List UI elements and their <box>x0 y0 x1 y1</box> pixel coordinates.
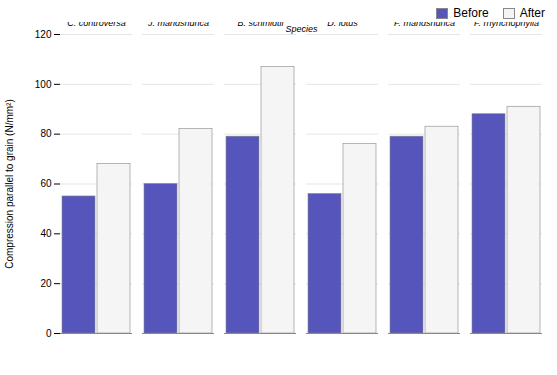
svg-text:J. mandshurica: J. mandshurica <box>147 22 209 28</box>
svg-text:Compression parallel to grain: Compression parallel to grain (N/mm²) <box>4 99 15 269</box>
svg-text:F. rhynchophylla: F. rhynchophylla <box>474 22 539 28</box>
svg-text:60: 60 <box>40 178 52 189</box>
svg-text:20: 20 <box>40 278 52 289</box>
svg-text:0: 0 <box>46 328 52 339</box>
svg-text:C. controversa: C. controversa <box>67 22 126 28</box>
html-text:Before: Before <box>453 6 489 20</box>
html-text:After: After <box>519 6 545 20</box>
svg-text:40: 40 <box>40 228 52 239</box>
svg-text:120: 120 <box>35 29 52 40</box>
svg-text:D. lotus: D. lotus <box>327 22 358 28</box>
svg-text:80: 80 <box>40 128 52 139</box>
svg-text:Species: Species <box>285 24 318 34</box>
svg-text:F. mandshurica: F. mandshurica <box>394 22 455 28</box>
svg-text:B. schmidtii: B. schmidtii <box>237 22 284 28</box>
svg-text:100: 100 <box>35 79 52 90</box>
